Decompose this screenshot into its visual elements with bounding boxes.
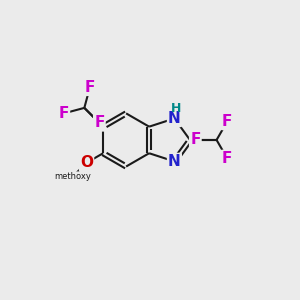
Text: F: F — [190, 132, 200, 147]
Text: N: N — [168, 154, 181, 169]
Text: F: F — [94, 116, 104, 130]
Text: H: H — [171, 102, 181, 115]
Text: F: F — [85, 80, 95, 95]
Text: F: F — [222, 114, 232, 129]
Text: O: O — [80, 155, 93, 170]
Text: F: F — [58, 106, 69, 121]
Text: methoxy: methoxy — [55, 172, 92, 181]
Text: F: F — [222, 151, 232, 166]
Text: N: N — [168, 111, 181, 126]
